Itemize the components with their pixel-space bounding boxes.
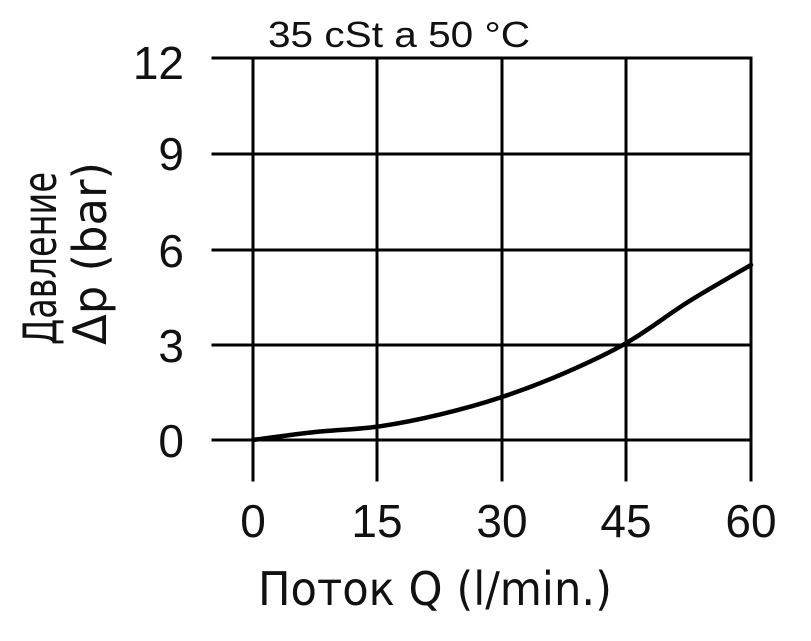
x-tick-45: 45	[600, 495, 651, 547]
y-tick-labels: 12 9 6 3 0	[133, 37, 184, 467]
chart-title: 35 cSt a 50 °C	[268, 14, 530, 55]
y-axis-label-line-1: Давление	[13, 172, 67, 345]
y-axis-label: Давление Δp (bar)	[13, 162, 117, 345]
y-tick-9: 9	[158, 128, 184, 180]
pressure-drop-curve	[250, 262, 754, 443]
x-tick-labels: 0 15 30 45 60	[240, 495, 776, 547]
y-tick-3: 3	[158, 320, 184, 372]
x-tick-30: 30	[476, 495, 527, 547]
x-tick-15: 15	[351, 495, 402, 547]
y-tick-12: 12	[133, 37, 184, 89]
x-axis-label: Поток Q (l/min.)	[258, 562, 612, 616]
vertical-gridlines	[251, 56, 753, 482]
x-tick-0: 0	[240, 495, 266, 547]
y-axis-label-line-2: Δp (bar)	[63, 162, 117, 345]
y-tick-6: 6	[158, 225, 184, 277]
x-tick-60: 60	[725, 495, 776, 547]
horizontal-gridlines	[211, 56, 753, 442]
y-tick-0: 0	[158, 415, 184, 467]
